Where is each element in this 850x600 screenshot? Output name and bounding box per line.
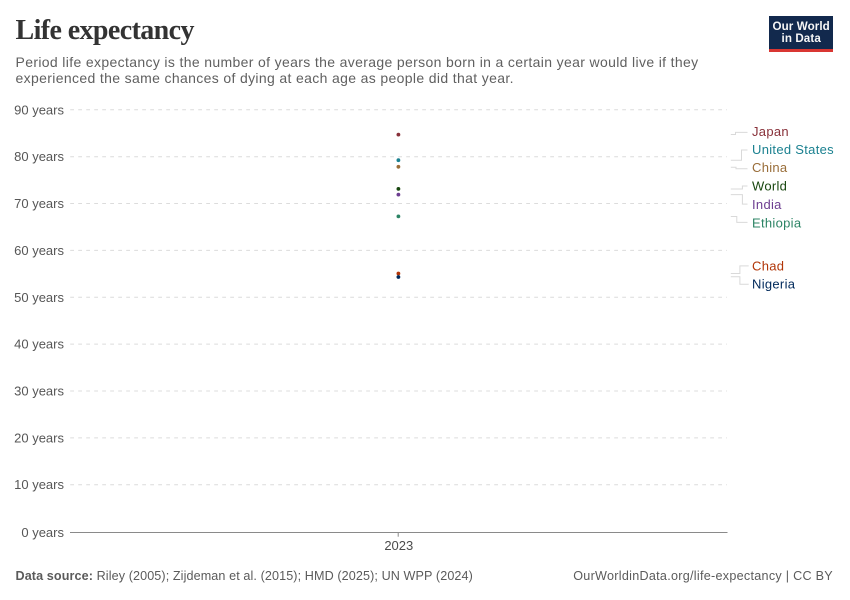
svg-text:Nigeria: Nigeria bbox=[752, 277, 796, 292]
svg-text:80 years: 80 years bbox=[14, 149, 64, 164]
svg-text:2023: 2023 bbox=[384, 538, 413, 553]
svg-text:40 years: 40 years bbox=[14, 337, 64, 352]
svg-text:0 years: 0 years bbox=[21, 525, 64, 540]
svg-text:90 years: 90 years bbox=[14, 102, 64, 117]
svg-text:30 years: 30 years bbox=[14, 384, 64, 399]
svg-text:India: India bbox=[752, 197, 782, 212]
svg-text:Chad: Chad bbox=[752, 259, 784, 274]
svg-text:10 years: 10 years bbox=[14, 477, 64, 492]
svg-text:China: China bbox=[752, 160, 788, 175]
svg-text:World: World bbox=[752, 178, 787, 193]
svg-text:70 years: 70 years bbox=[14, 196, 64, 211]
svg-text:20 years: 20 years bbox=[14, 430, 64, 445]
svg-text:50 years: 50 years bbox=[14, 290, 64, 305]
svg-text:Japan: Japan bbox=[752, 124, 789, 139]
svg-text:Ethiopia: Ethiopia bbox=[752, 215, 802, 230]
svg-text:60 years: 60 years bbox=[14, 243, 64, 258]
svg-text:United States: United States bbox=[752, 142, 834, 157]
